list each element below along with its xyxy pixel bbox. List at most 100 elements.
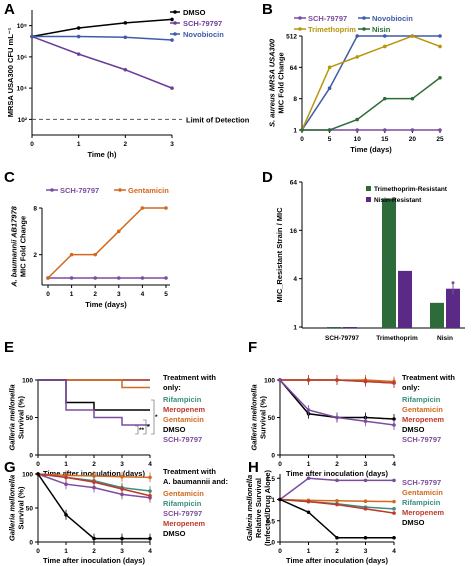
bar-sch-79797-0 [327,327,341,328]
detection-limit-label: Limit of Detection [186,115,250,124]
x-tick-label-B: 15 [381,136,389,143]
legend-label: SCH-79797 [402,478,441,487]
legend-marker [362,16,366,20]
y-axis-title-F: Galleria mellonella Survival (%) [250,384,268,450]
legend-label: Trimethoprim-Resistant [374,186,448,193]
series-sch-79797-point [392,478,396,483]
x-axis-title-G: Time after inoculation (days) [43,556,145,565]
panel-letter-A: A [4,1,15,18]
bar-trimethoprim-0 [382,198,396,328]
legend-label: SCH-79797 [60,186,99,195]
y-axis-title-line: A. baumannii AB17978 [10,205,19,287]
series-sch-79797-point [410,128,415,132]
y-tick-label-H: 0 [271,540,275,547]
series-gentamicin-point [93,252,97,257]
significance-mark: * [155,414,158,421]
series-sch-79797-point [335,478,339,483]
legend-label: Meropenem [163,405,205,414]
y-tick-label-A: 10² [18,117,28,124]
significance-mark: ** [139,427,145,434]
y-axis-title-H: Galleria mellonella Relative Survival (Inf… [245,470,272,546]
x-axis-title-A: Time (h) [87,150,117,159]
legend-label: Gentamicin [163,489,204,498]
y-axis-title-G: Galleria mellonella Survival (%) [8,475,26,541]
y-tick-label-E: 0 [29,453,33,460]
error-bar-cap-D [451,281,455,285]
x-tick-label-C: 5 [164,291,168,298]
series-gentamicin-point [140,206,145,210]
series-novobiocin-point [383,34,387,38]
x-tick-label-A: 2 [124,141,128,148]
panel-letter-H: H [248,459,259,476]
series-line-dmso [31,18,173,38]
series-sch-79797-point [117,276,121,280]
x-axis-title-F: Time after inoculation (days) [286,469,388,478]
series-line-gentamicin [38,379,150,389]
x-tick-label-H: 0 [278,548,282,555]
y-axis-title-line: (Infected/Drug Alone) [263,470,272,546]
x-tick-label-B: 20 [409,136,417,143]
series-trimethoprim-point [383,44,387,49]
x-tick-label-C: 3 [117,291,121,298]
series-sch-79797-point [170,86,174,90]
legend-label: Novobiocin [183,30,224,39]
x-tick-label-B: 10 [354,136,362,143]
series-nisin-point [438,75,442,80]
y-axis-title-B: S. aureus MRSA USA300 MIC Fold Change [268,38,286,127]
series-gentamicin-point [363,499,368,504]
legend-label: Gentamicin [128,186,169,195]
series-dmso-point [36,472,40,476]
legend-label: Trimethoprim [308,25,356,34]
bar-sch-79797-1 [343,327,357,328]
x-tick-label-H: 4 [392,548,396,555]
legend-label: Gentamicin [402,488,443,497]
x-axis-title-B: Time (days) [350,145,392,154]
x-tick-label-F: 0 [278,461,282,468]
x-tick-label-C: 1 [70,291,74,298]
legend-label: Rifampicin [163,395,202,404]
y-axis-title-line: Galleria mellonella [245,475,254,541]
y-tick-label-D: 4 [293,276,297,283]
y-axis-title-line: Survival (%) [17,396,26,439]
y-axis-title-E: Galleria mellonella Survival (%) [8,384,26,450]
y-tick-label-E: 100 [22,378,33,385]
panel-letter-D: D [262,169,273,186]
series-sch-79797-point [69,276,74,280]
y-tick-label-A: 10⁶ [17,54,27,61]
series-meropenem-point [392,511,396,515]
legend-swatch [366,186,371,191]
legend-label: SCH-79797 [163,435,202,444]
series-novobiocin-point [170,38,174,42]
y-axis-title-text: MIC_Resistant Strain / MIC [275,207,284,303]
legend-marker [298,27,302,31]
legend-label: SCH-79797 [402,435,441,444]
y-tick-label-G: 50 [26,506,34,513]
series-sch-79797-point [355,128,360,132]
x-tick-label-D: Trimethoprim [376,335,418,342]
x-tick-label-A: 1 [77,141,81,148]
series-dmso-point [335,535,339,540]
series-meropenem-point [335,502,339,507]
legend-marker [50,188,54,192]
series-line-trimethoprim [301,35,441,131]
y-tick-label-F: 50 [268,415,276,422]
series-meropenem-point [306,499,311,504]
series-sch-79797-point [164,276,168,280]
legend-title: Treatment with [163,373,216,382]
series-nisin-point [410,96,415,101]
legend-label: Meropenem [402,508,444,517]
series-rifampicin-point [392,507,396,511]
series-nisin-point [327,128,332,132]
x-tick-label-D: SCH-79797 [325,335,359,342]
x-tick-label-G: 1 [64,548,68,555]
y-tick-label-E: 50 [26,415,34,422]
series-dmso-point [392,535,396,540]
legend-marker [173,10,177,14]
x-tick-label-E: 1 [64,461,68,468]
y-axis-title-D: MIC_Resistant Strain / MIC [275,207,284,303]
legend-label: Nisin [372,25,391,34]
legend-title: Treatment with [402,373,455,382]
series-nisin-point [383,96,387,101]
y-tick-label-B: 64 [290,65,298,72]
